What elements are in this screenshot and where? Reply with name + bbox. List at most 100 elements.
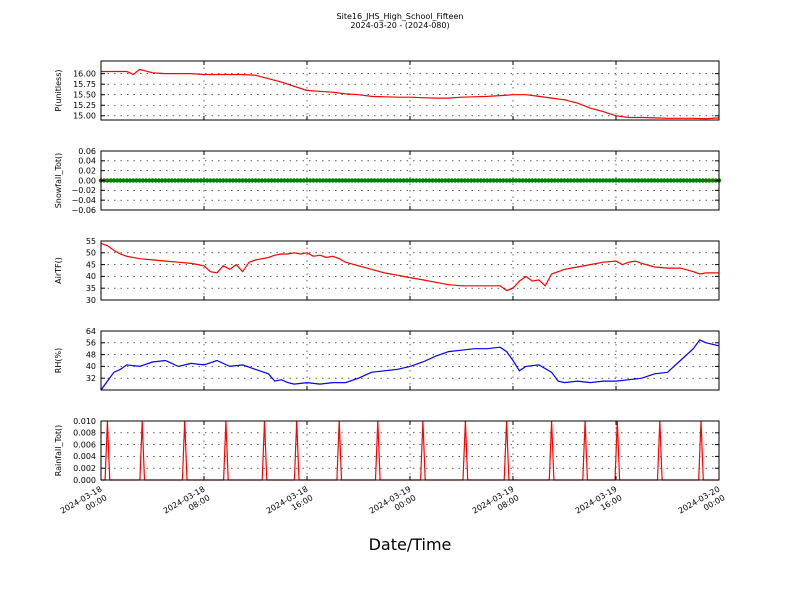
y-tick-label: 15.75 (73, 80, 96, 89)
series-point (118, 178, 123, 183)
y-tick-label: 45 (86, 260, 96, 269)
series-point (137, 178, 142, 183)
y-tick-label: 15.50 (73, 91, 96, 100)
series-point (234, 178, 239, 183)
x-tick-label: 2024-03-1816:00 (265, 485, 315, 525)
series-point (121, 178, 126, 183)
series-point (520, 178, 525, 183)
series-point (465, 178, 471, 183)
x-tick-label: 2024-03-1808:00 (162, 485, 212, 525)
series-point (150, 178, 155, 183)
series-point (314, 178, 319, 183)
panel-4: 32 40 48 56 64 RH(%) (54, 327, 720, 391)
series-point (291, 178, 297, 183)
panel-3: 30 35 40 45 50 55 AirTF() (54, 237, 720, 305)
series-point (697, 178, 702, 183)
series-point (127, 178, 133, 183)
series-point (517, 178, 522, 183)
series-point (594, 178, 599, 183)
series-point (160, 178, 165, 183)
series-point (514, 178, 519, 183)
series-point (694, 178, 699, 183)
series-point (568, 178, 574, 183)
series-point (481, 178, 487, 183)
series-point (591, 178, 596, 183)
series-point (208, 178, 213, 183)
series-point (382, 178, 387, 183)
series-point (456, 178, 461, 183)
series-point (523, 178, 529, 183)
series-point (497, 178, 503, 183)
series-point (565, 178, 570, 183)
plot-frame (100, 60, 720, 121)
series-point (639, 178, 644, 183)
series-point (665, 178, 670, 183)
series-point (198, 178, 203, 183)
series-point (629, 178, 635, 183)
y-tick-label: 0.00 (78, 176, 96, 185)
series-point (140, 178, 145, 183)
series-point (250, 178, 255, 183)
series-point (417, 178, 422, 183)
series-point (469, 178, 474, 183)
series-point (539, 178, 545, 183)
series-point (407, 178, 413, 183)
series-point (288, 178, 294, 183)
series-point (581, 178, 586, 183)
series-point (269, 178, 274, 183)
series-point (430, 178, 435, 183)
series-point (552, 178, 557, 183)
y-tick-label: 56 (86, 339, 96, 348)
series-point (353, 178, 358, 183)
plot-frame (100, 330, 720, 391)
series-point (114, 178, 120, 183)
series-point (462, 178, 467, 183)
series-point (224, 178, 229, 183)
series-point (337, 178, 342, 183)
series-point (440, 178, 445, 183)
series-point (671, 178, 677, 183)
series-point (510, 178, 516, 183)
series-point (646, 178, 651, 183)
series-point (391, 178, 397, 183)
series-point (217, 178, 223, 183)
y-tick-label: 50 (86, 249, 96, 258)
series-point (642, 178, 648, 183)
series-point (678, 178, 683, 183)
y-tick-label: 0.008 (73, 429, 96, 438)
y-tick-label: 0.02 (78, 166, 96, 175)
y-tick-label: 0.06 (78, 147, 96, 156)
chart-title: Site16_JHS_High_School_Fifteen (337, 12, 464, 21)
series-point (427, 178, 432, 183)
series-point (221, 178, 226, 183)
series-point (668, 178, 673, 183)
series-point (404, 178, 409, 183)
series-point (298, 178, 303, 183)
series-point (182, 178, 187, 183)
series-point (459, 178, 464, 183)
x-tick-label: 2024-03-1916:00 (574, 485, 624, 525)
series-point (378, 178, 384, 183)
series-point (285, 178, 290, 183)
series-point (301, 178, 306, 183)
series-point (124, 178, 129, 183)
series-point (546, 178, 551, 183)
series-point (227, 178, 232, 183)
series-point (626, 178, 632, 183)
y-tick-label: 40 (86, 272, 96, 281)
series-point (620, 178, 625, 183)
series-point (134, 178, 139, 183)
series-point (275, 178, 281, 183)
series-point (372, 178, 377, 183)
series-point (633, 178, 638, 183)
series-point (423, 178, 429, 183)
x-axis-label: Date/Time (369, 535, 452, 554)
y-tick-label: 48 (86, 350, 96, 359)
series-point (623, 178, 628, 183)
y-tick-label: 0.006 (73, 440, 96, 449)
series-point (446, 178, 451, 183)
series-point (687, 178, 693, 183)
series-point (578, 178, 583, 183)
